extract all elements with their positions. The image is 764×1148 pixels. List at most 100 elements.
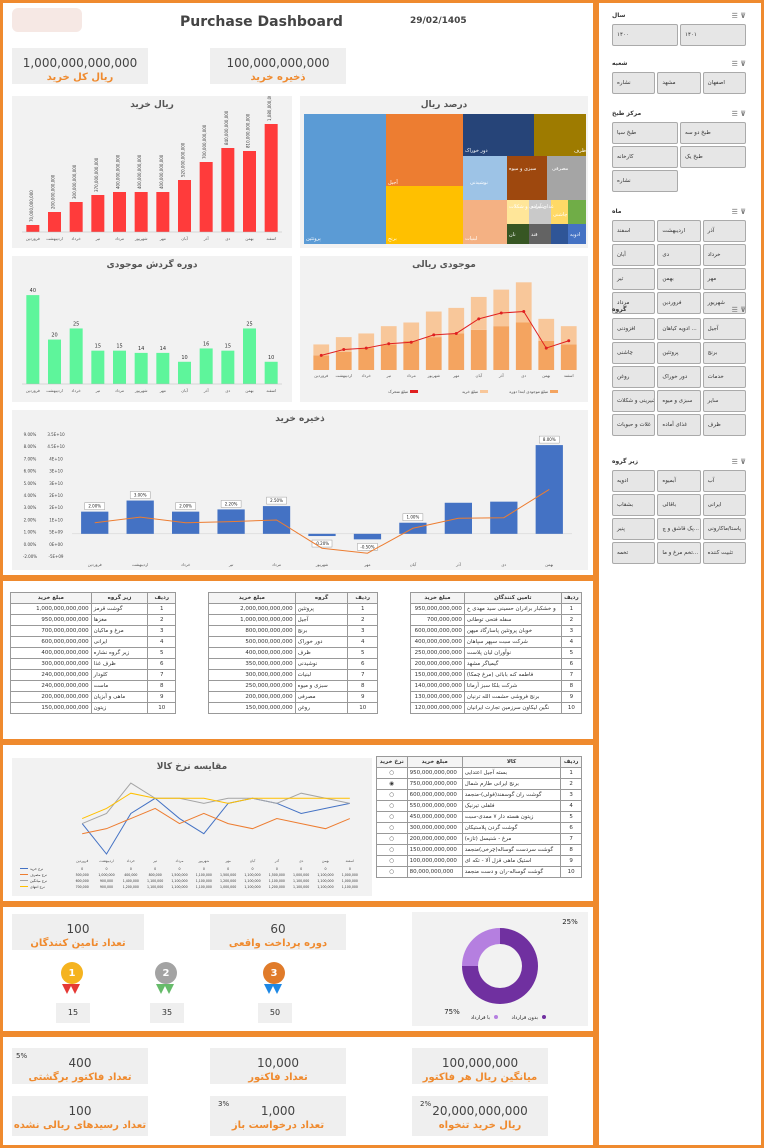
- bar[interactable]: [199, 162, 213, 232]
- bar[interactable]: [156, 192, 170, 232]
- slicer-option[interactable]: ادویه: [612, 470, 656, 492]
- slicer-option[interactable]: مهر: [702, 268, 746, 290]
- slicer-option[interactable]: کارخانه: [612, 146, 678, 168]
- bar[interactable]: [308, 533, 336, 537]
- filter-icon[interactable]: ☰ ⊽: [731, 306, 746, 314]
- bar[interactable]: [156, 352, 170, 384]
- table-cell[interactable]: ○: [376, 789, 408, 801]
- filter-icon[interactable]: ☰ ⊽: [731, 60, 746, 68]
- slicer-option[interactable]: شهریور: [702, 292, 746, 314]
- bar-start[interactable]: [448, 333, 465, 370]
- table-cell[interactable]: ○: [376, 833, 408, 845]
- bar[interactable]: [134, 192, 148, 232]
- slicer-option[interactable]: آذر: [702, 220, 746, 242]
- slicer-option[interactable]: بشقاب: [612, 494, 656, 516]
- slicer-option[interactable]: نشاره: [612, 170, 678, 192]
- table-cell[interactable]: ○: [376, 866, 408, 878]
- table-cell[interactable]: ○: [376, 800, 408, 812]
- slicer-option[interactable]: آبان: [612, 244, 656, 266]
- donut-slice[interactable]: [462, 928, 538, 1004]
- slicer-option[interactable]: غذای آماده: [657, 414, 701, 436]
- bar[interactable]: [113, 192, 126, 232]
- bar-start[interactable]: [493, 326, 510, 370]
- slicer-option[interactable]: تخم مرغ و ما...: [657, 542, 701, 564]
- bar-purchase[interactable]: [560, 326, 577, 345]
- slicer-option[interactable]: افزودنی: [612, 318, 656, 340]
- slicer-option[interactable]: مشهد: [657, 72, 701, 94]
- table-cell[interactable]: ◉: [376, 778, 408, 790]
- slicer-option[interactable]: پاستا/ماکارونی: [702, 518, 746, 540]
- bar[interactable]: [353, 533, 382, 540]
- slicer-option[interactable]: ظرف: [702, 414, 746, 436]
- bar[interactable]: [26, 225, 40, 232]
- table-cell[interactable]: ○: [376, 855, 408, 867]
- slicer-option[interactable]: ایرانی: [702, 494, 746, 516]
- bar[interactable]: [243, 151, 256, 232]
- bar[interactable]: [221, 148, 235, 232]
- slicer-option[interactable]: باقالی: [657, 494, 701, 516]
- bar-start[interactable]: [560, 344, 577, 370]
- bar-start[interactable]: [425, 337, 442, 370]
- bar[interactable]: [69, 328, 83, 384]
- bar-purchase[interactable]: [425, 311, 442, 338]
- bar[interactable]: [26, 295, 40, 384]
- slicer-option[interactable]: شیرینی و شکلات: [612, 390, 656, 412]
- bar[interactable]: [264, 124, 278, 232]
- filter-icon[interactable]: ☰ ⊽: [731, 458, 746, 466]
- slicer-option[interactable]: اردیبهشت: [657, 220, 701, 242]
- donut-slice[interactable]: [462, 928, 500, 966]
- slicer-option[interactable]: خدمات: [702, 366, 746, 388]
- table-top-goods[interactable]: نرخ خرید مبلغ خرید کالا ردیف ○ 950,000,000,00…: [376, 756, 582, 878]
- bar[interactable]: [199, 348, 213, 384]
- bar[interactable]: [221, 350, 235, 384]
- bar[interactable]: [535, 445, 563, 534]
- bar-start[interactable]: [403, 340, 420, 370]
- bar[interactable]: [91, 195, 105, 232]
- bar[interactable]: [113, 350, 126, 384]
- bar-purchase[interactable]: [470, 296, 487, 330]
- slicer-option[interactable]: طبخ یک: [680, 146, 746, 168]
- slicer-option[interactable]: ۱۴۰۱: [680, 24, 746, 46]
- slicer-option[interactable]: سبزی و میوه: [657, 390, 701, 412]
- slicer-option[interactable]: سایر: [702, 390, 746, 412]
- slicer-option[interactable]: چاشنی: [612, 342, 656, 364]
- slicer-option[interactable]: دور خوراک: [657, 366, 701, 388]
- table-cell[interactable]: ○: [376, 844, 408, 856]
- slicer-option[interactable]: مرداد: [612, 292, 656, 314]
- filter-icon[interactable]: ☰ ⊽: [731, 12, 746, 20]
- bar-purchase[interactable]: [335, 337, 352, 352]
- slicer-option[interactable]: طبخ دو سه: [680, 122, 746, 144]
- slicer-option[interactable]: پنیر: [612, 518, 656, 540]
- bar[interactable]: [91, 350, 105, 384]
- slicer-option[interactable]: فروردین: [657, 292, 701, 314]
- slicer-option[interactable]: تخمه: [612, 542, 656, 564]
- filter-icon[interactable]: ☰ ⊽: [731, 208, 746, 216]
- bar-start[interactable]: [380, 344, 397, 370]
- slicer-option[interactable]: خرداد: [702, 244, 746, 266]
- bar-purchase[interactable]: [493, 289, 510, 327]
- bar[interactable]: [134, 352, 148, 384]
- table-cell[interactable]: ○: [376, 822, 408, 834]
- bar-purchase[interactable]: [358, 333, 375, 349]
- bar-start[interactable]: [515, 322, 532, 371]
- slicer-option[interactable]: برنج: [702, 342, 746, 364]
- bar-purchase[interactable]: [313, 344, 330, 356]
- slicer-option[interactable]: تیر: [612, 268, 656, 290]
- bar-start[interactable]: [335, 351, 352, 370]
- slicer-option[interactable]: آب: [702, 470, 746, 492]
- bar-purchase[interactable]: [515, 282, 532, 323]
- bar-start[interactable]: [313, 355, 330, 370]
- slicer-option[interactable]: نشاره: [612, 72, 656, 94]
- bar[interactable]: [48, 212, 61, 232]
- bar-start[interactable]: [470, 329, 487, 370]
- bar-start[interactable]: [358, 348, 375, 370]
- table-cell[interactable]: ○: [376, 767, 408, 779]
- slicer-option[interactable]: آجیل: [702, 318, 746, 340]
- slicer-option[interactable]: پک قاشق و چ...: [657, 518, 701, 540]
- slicer-option[interactable]: پروتئین: [657, 342, 701, 364]
- slicer-option[interactable]: دی: [657, 244, 701, 266]
- bar-purchase[interactable]: [403, 322, 420, 341]
- filter-icon[interactable]: ☰ ⊽: [731, 110, 746, 118]
- bar[interactable]: [69, 202, 83, 232]
- bar[interactable]: [178, 180, 191, 232]
